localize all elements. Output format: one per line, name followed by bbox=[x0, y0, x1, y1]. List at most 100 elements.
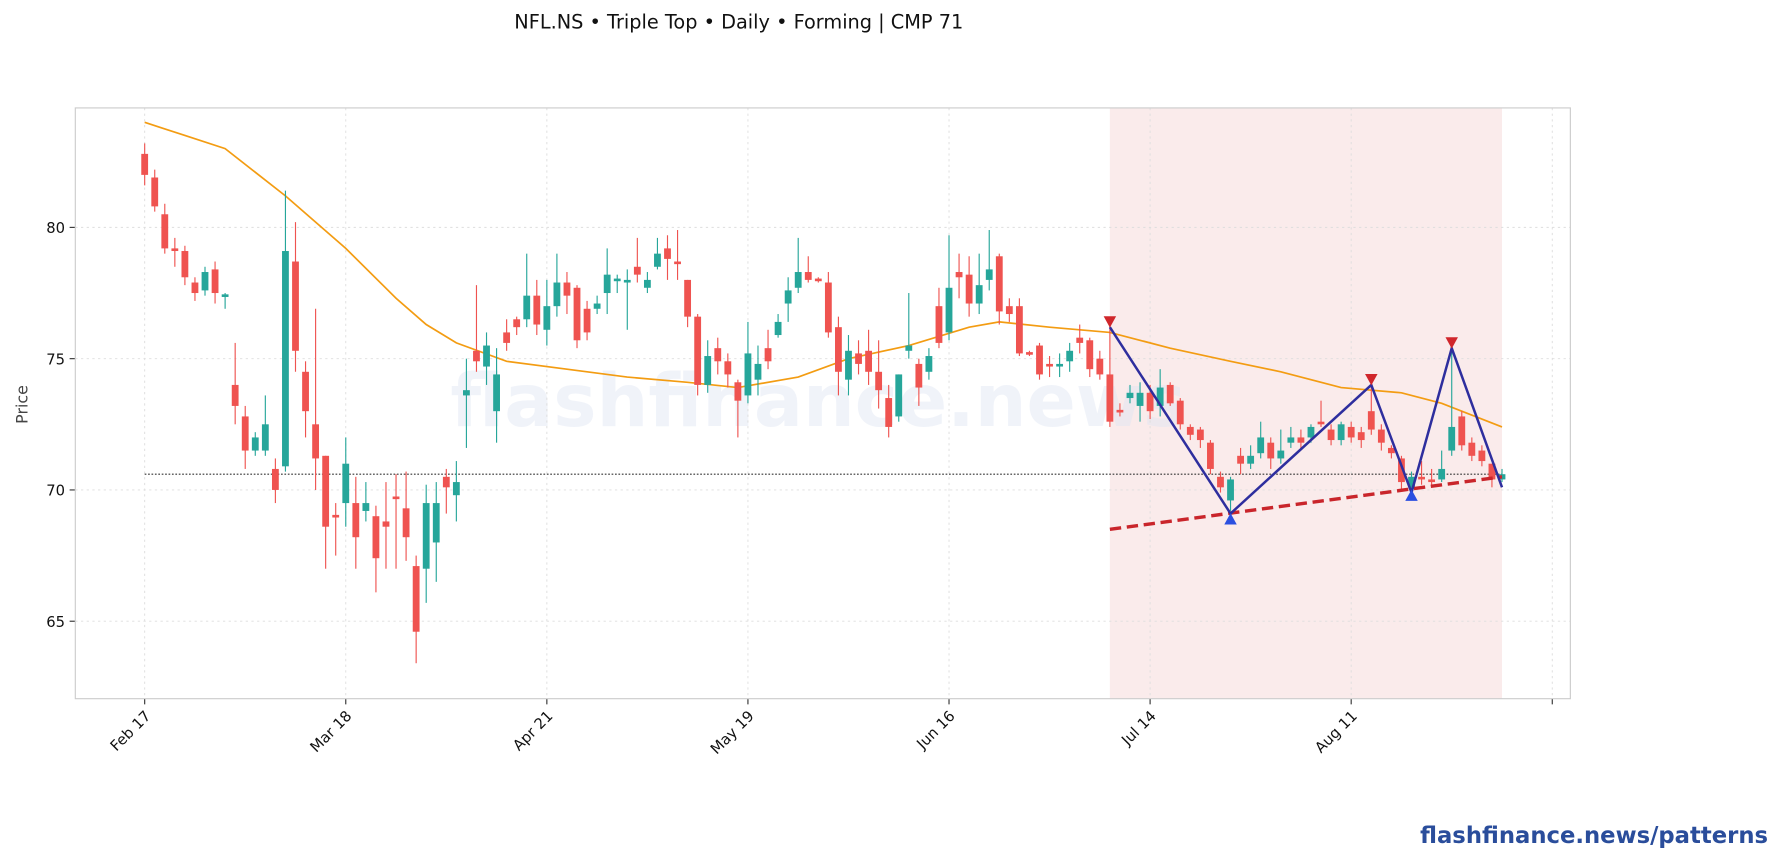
candle-body bbox=[261, 424, 269, 451]
candle-body bbox=[865, 350, 872, 372]
candle-body bbox=[533, 295, 541, 325]
candle-body bbox=[1096, 358, 1104, 375]
candle-body bbox=[1207, 442, 1214, 469]
footer: flashfinance.news/patterns bbox=[1420, 823, 1768, 849]
candle-body bbox=[724, 361, 732, 375]
candle-body bbox=[804, 272, 812, 280]
candle-body bbox=[332, 514, 340, 518]
candle-body bbox=[1247, 455, 1255, 464]
candle-body bbox=[1116, 409, 1124, 413]
candle-body bbox=[573, 287, 581, 341]
candle-body bbox=[814, 278, 822, 282]
candle-body bbox=[885, 398, 893, 427]
candle-body bbox=[1337, 424, 1345, 441]
candle-body bbox=[392, 496, 400, 500]
candle-body bbox=[442, 476, 450, 488]
candle-body bbox=[1287, 437, 1295, 443]
candle-body bbox=[1277, 450, 1285, 459]
candle-body bbox=[221, 294, 229, 297]
candle-body bbox=[1176, 400, 1184, 425]
candle-body bbox=[1408, 476, 1415, 488]
candle-body bbox=[744, 353, 752, 396]
candle-body bbox=[1307, 426, 1315, 438]
y-tick-label: 75 bbox=[46, 351, 65, 368]
candle-body bbox=[1237, 455, 1244, 464]
candle-body bbox=[1005, 306, 1013, 315]
candle-body bbox=[1448, 426, 1456, 451]
candle-body bbox=[664, 248, 671, 259]
candle-body bbox=[1478, 450, 1486, 462]
candle-body bbox=[955, 272, 963, 278]
candle-body bbox=[563, 282, 571, 296]
candle-body bbox=[583, 308, 591, 333]
candle-body bbox=[161, 214, 169, 249]
candle-body bbox=[251, 437, 259, 451]
candle-body bbox=[694, 316, 702, 385]
candle-body bbox=[905, 345, 913, 351]
candle-body bbox=[915, 363, 923, 388]
candle-body bbox=[302, 371, 309, 412]
candle-body bbox=[553, 282, 561, 307]
candle-body bbox=[181, 251, 189, 278]
candle-body bbox=[1217, 476, 1224, 488]
candle-body bbox=[1297, 437, 1305, 443]
candle-body bbox=[633, 266, 641, 275]
candle-body bbox=[1377, 429, 1385, 443]
candle-body bbox=[1468, 442, 1476, 456]
candle-body bbox=[1327, 429, 1335, 441]
candle-body bbox=[945, 287, 953, 333]
candle-body bbox=[422, 503, 430, 569]
candle-body bbox=[513, 319, 521, 328]
candle-body bbox=[362, 503, 370, 511]
candle-body bbox=[835, 327, 842, 372]
candle-body bbox=[1136, 392, 1144, 406]
candle-body bbox=[965, 274, 973, 304]
candle-body bbox=[1086, 340, 1094, 370]
candle-body bbox=[372, 516, 380, 559]
candle-body bbox=[855, 353, 862, 364]
candle-body bbox=[271, 468, 279, 490]
candle-body bbox=[151, 177, 159, 207]
candle-body bbox=[402, 508, 410, 538]
candle-body bbox=[754, 363, 762, 380]
y-tick-label: 65 bbox=[46, 614, 65, 631]
candle-body bbox=[824, 282, 832, 333]
neckline bbox=[1109, 475, 1503, 532]
candle-body bbox=[623, 279, 631, 283]
moving-average bbox=[144, 121, 1503, 428]
candle-body bbox=[141, 153, 149, 175]
candle-body bbox=[764, 348, 772, 362]
candle-body bbox=[714, 348, 722, 362]
candle-body bbox=[523, 295, 531, 320]
candle-body bbox=[503, 332, 511, 343]
candle-body bbox=[292, 261, 299, 351]
y-tick-label: 70 bbox=[46, 483, 65, 500]
candle-body bbox=[322, 455, 330, 527]
candle-body bbox=[975, 285, 983, 304]
candle-body bbox=[352, 503, 360, 538]
candle-body bbox=[463, 390, 470, 396]
candle-body bbox=[171, 248, 179, 252]
watermark: flashfinance.news bbox=[450, 360, 1186, 444]
candle-body bbox=[784, 290, 792, 304]
candle-body bbox=[674, 261, 681, 265]
candle-body bbox=[1347, 426, 1355, 438]
candle-body bbox=[1367, 411, 1375, 430]
candle-body bbox=[1418, 476, 1425, 480]
plot-frame bbox=[74, 107, 1571, 700]
candle-body bbox=[1046, 363, 1053, 367]
candle-body bbox=[1257, 437, 1265, 454]
candle-body bbox=[1146, 392, 1154, 412]
candle-body bbox=[201, 272, 209, 291]
candle-body bbox=[1357, 432, 1365, 441]
trough-marker bbox=[1405, 489, 1418, 501]
candle-body bbox=[603, 274, 611, 294]
candle-body bbox=[211, 269, 219, 294]
peak-marker bbox=[1103, 316, 1117, 328]
candle-body bbox=[1126, 392, 1134, 399]
candle-body bbox=[493, 374, 500, 412]
candle-body bbox=[1398, 458, 1405, 483]
candle-body bbox=[845, 350, 852, 380]
candle-body bbox=[704, 356, 712, 385]
candle-body bbox=[1015, 306, 1023, 354]
